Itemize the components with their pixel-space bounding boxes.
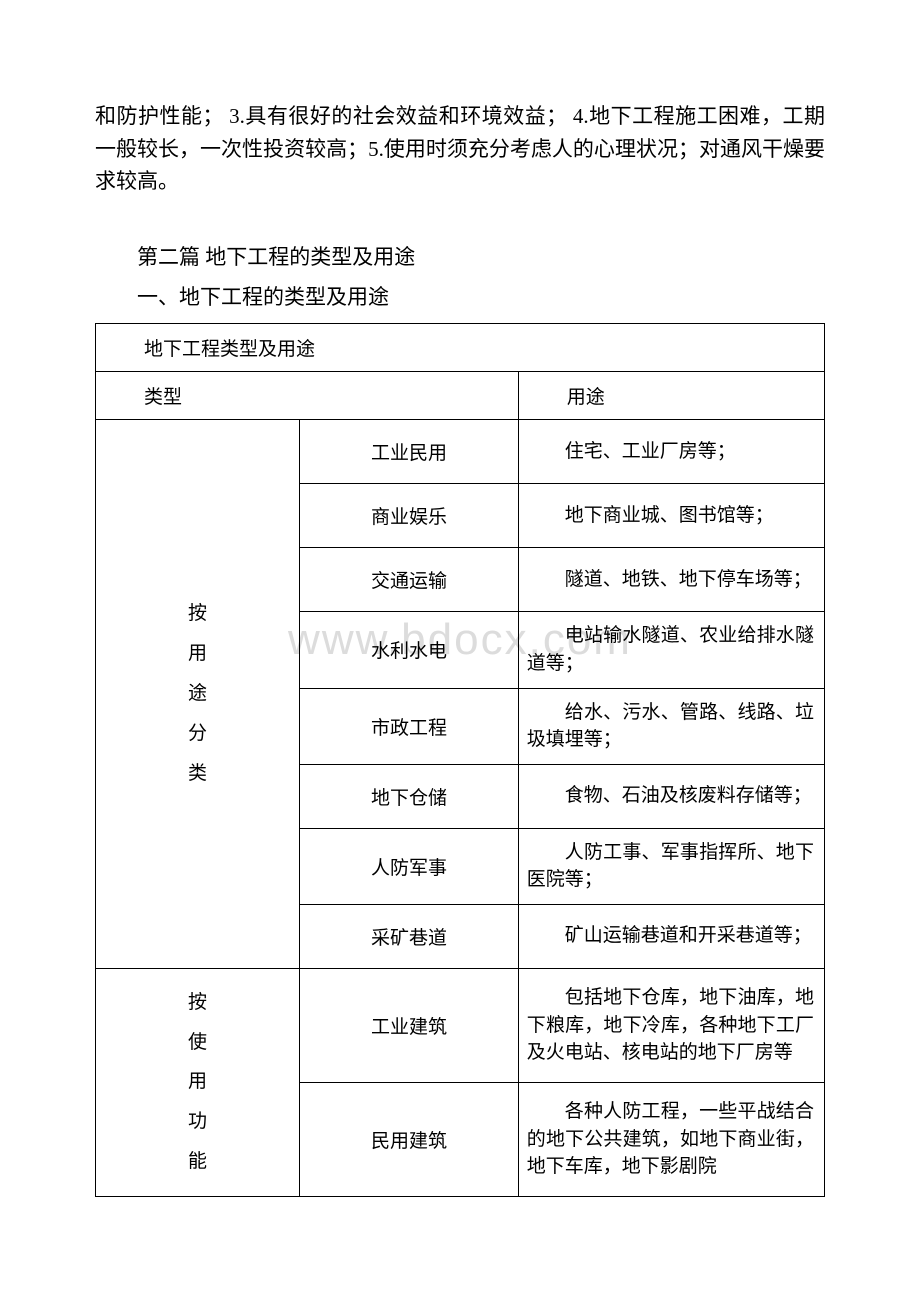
document-content: 和防护性能； 3.具有很好的社会效益和环境效益； 4.地下工程施工困难，工期一般…: [95, 100, 825, 1197]
group2-label: 按 使 用 功 能: [96, 968, 300, 1196]
intro-paragraph: 和防护性能； 3.具有很好的社会效益和环境效益； 4.地下工程施工困难，工期一般…: [95, 100, 825, 198]
category-cell: 水利水电: [300, 612, 519, 688]
header-use: 用途: [518, 372, 824, 420]
section-heading: 第二篇 地下工程的类型及用途: [95, 238, 825, 278]
table-title-row: 地下工程类型及用途: [96, 324, 825, 372]
use-cell: 住宅、工业厂房等；: [518, 420, 824, 484]
category-cell: 商业娱乐: [300, 484, 519, 548]
table-title-cell: 地下工程类型及用途: [96, 324, 825, 372]
table-row: 按 使 用 功 能 工业建筑 包括地下仓库，地下油库，地下粮库，地下冷库，各种地…: [96, 968, 825, 1082]
use-cell: 给水、污水、管路、线路、垃圾填埋等；: [518, 688, 824, 764]
category-cell: 民用建筑: [300, 1082, 519, 1196]
category-cell: 市政工程: [300, 688, 519, 764]
use-cell: 电站输水隧道、农业给排水隧道等；: [518, 612, 824, 688]
use-cell: 地下商业城、图书馆等；: [518, 484, 824, 548]
use-cell: 矿山运输巷道和开采巷道等；: [518, 904, 824, 968]
use-cell: 隧道、地铁、地下停车场等；: [518, 548, 824, 612]
use-cell: 各种人防工程，一些平战结合的地下公共建筑，如地下商业街，地下车库，地下影剧院: [518, 1082, 824, 1196]
category-cell: 人防军事: [300, 828, 519, 904]
category-cell: 交通运输: [300, 548, 519, 612]
types-uses-table: 地下工程类型及用途 类型 用途 按 用 途 分 类 工业民用 住宅、工业厂房等；…: [95, 323, 825, 1197]
category-cell: 地下仓储: [300, 764, 519, 828]
category-cell: 工业民用: [300, 420, 519, 484]
table-header-row: 类型 用途: [96, 372, 825, 420]
sub-heading: 一、地下工程的类型及用途: [95, 278, 825, 318]
table-row: 按 用 途 分 类 工业民用 住宅、工业厂房等；: [96, 420, 825, 484]
category-cell: 工业建筑: [300, 968, 519, 1082]
group1-label: 按 用 途 分 类: [96, 420, 300, 968]
category-cell: 采矿巷道: [300, 904, 519, 968]
use-cell: 食物、石油及核废料存储等；: [518, 764, 824, 828]
use-cell: 包括地下仓库，地下油库，地下粮库，地下冷库，各种地下工厂及火电站、核电站的地下厂…: [518, 968, 824, 1082]
use-cell: 人防工事、军事指挥所、地下医院等；: [518, 828, 824, 904]
header-type: 类型: [96, 372, 519, 420]
